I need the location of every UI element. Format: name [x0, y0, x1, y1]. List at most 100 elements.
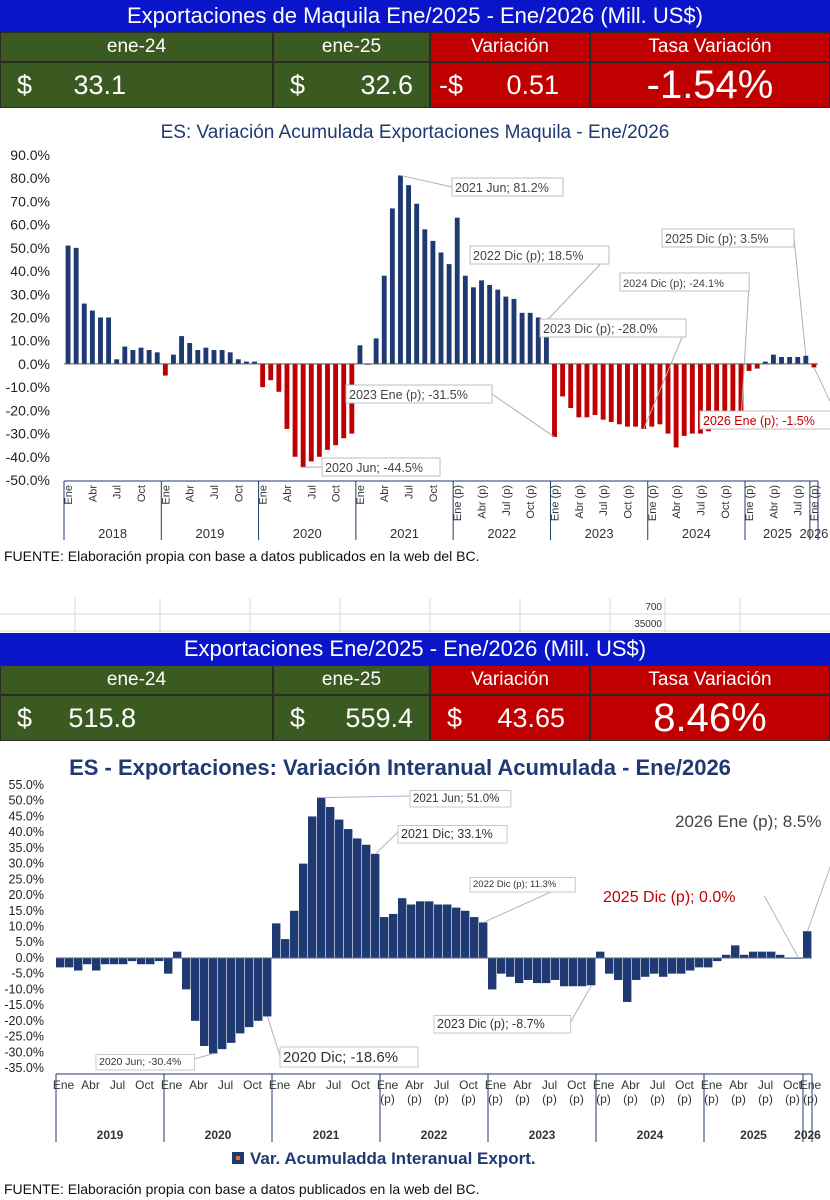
bar	[430, 240, 436, 364]
annotation-leader	[321, 795, 411, 799]
y-tick-label: -50.0%	[6, 472, 50, 488]
year-label: 2022	[487, 526, 516, 541]
bar	[316, 363, 322, 457]
bar	[552, 363, 557, 438]
annotation-leader	[491, 393, 555, 438]
header-ene-24: ene-24	[0, 32, 273, 62]
value-ene-24: $ 33.1	[0, 62, 273, 108]
bar	[114, 359, 120, 364]
legend-swatch-dot	[236, 1156, 240, 1160]
panel1-header-row: ene-24 ene-25 Variación Tasa Variación	[0, 32, 830, 62]
month-tick-label: Abr	[297, 1078, 316, 1092]
bar	[479, 280, 484, 364]
bar	[746, 363, 752, 371]
bar	[795, 356, 801, 364]
bar	[281, 939, 290, 958]
annotation-box	[279, 1046, 419, 1068]
month-tick-label: Abr (p)	[671, 485, 683, 519]
year-label: 2024	[637, 1128, 664, 1142]
month-tick-label: Abr	[189, 1078, 208, 1092]
bar	[389, 913, 398, 958]
month-tick-label: Ene (p)	[647, 485, 659, 521]
bar	[758, 951, 767, 958]
annotation-leader	[643, 327, 687, 430]
month-tick-label: (p)	[569, 1092, 584, 1106]
bar	[128, 957, 137, 962]
year-label: 2024	[682, 526, 711, 541]
month-tick-label: Abr	[87, 485, 99, 502]
value-number: 0.51	[506, 69, 559, 100]
year-label: 2025	[740, 1128, 767, 1142]
month-tick-label: Jul	[218, 1078, 233, 1092]
y-tick-label: 60.0%	[10, 217, 50, 233]
annotation-leader	[546, 254, 610, 322]
bar	[454, 217, 460, 364]
annotation-box	[469, 877, 576, 893]
y-tick-label: 50.0%	[10, 240, 50, 256]
month-tick-label: Jul	[112, 485, 124, 499]
bar	[600, 363, 606, 420]
bar	[380, 917, 389, 958]
annotation-box	[661, 228, 795, 248]
month-tick-label: Abr	[405, 1078, 424, 1092]
year-label: 2019	[97, 1128, 124, 1142]
y-tick-label: -10.0%	[6, 379, 50, 395]
bar	[730, 363, 736, 425]
year-label: 2020	[205, 1128, 232, 1142]
annotation-box	[539, 318, 687, 338]
bar	[524, 957, 533, 980]
value-number: 515.8	[68, 702, 136, 733]
bar	[56, 957, 65, 968]
month-tick-label: Abr	[513, 1078, 532, 1092]
bar	[673, 363, 679, 448]
bar	[587, 957, 596, 986]
data-label: 2023 Ene (p); -31.5%	[349, 388, 468, 402]
y-tick-label: -40.0%	[6, 449, 50, 465]
data-label: 2022 Dic (p); 18.5%	[473, 249, 583, 263]
month-tick-label: Abr (p)	[574, 485, 586, 519]
bar	[551, 957, 560, 980]
annotation-box	[699, 410, 830, 430]
data-label: 2022 Dic (p); 11.3%	[473, 879, 557, 890]
bar	[665, 363, 671, 434]
bar	[389, 208, 395, 364]
bar	[616, 363, 622, 425]
bar	[722, 363, 728, 427]
y-tick-label: 30.0%	[10, 286, 50, 302]
month-tick-label: Oct (p)	[622, 485, 634, 519]
month-tick-label: Ene	[701, 1078, 723, 1092]
bar	[317, 797, 326, 958]
month-tick-label: Oct	[783, 1078, 802, 1092]
annotation-leader	[375, 831, 399, 855]
bar	[414, 203, 420, 364]
bar	[592, 363, 598, 415]
y-tick-label: 20.0%	[9, 888, 44, 902]
header-ene-25: ene-25	[273, 32, 430, 62]
bar	[299, 863, 308, 958]
month-tick-label: Ene	[258, 485, 270, 505]
bar	[406, 185, 412, 364]
annotation-box	[409, 790, 512, 808]
bar	[470, 917, 479, 958]
bar	[519, 312, 525, 364]
month-tick-label: Oct	[428, 485, 440, 502]
bar	[284, 363, 290, 429]
bar	[110, 957, 119, 965]
panel1-value-row: $ 33.1 $ 32.6 -$ 0.51 -1.54%	[0, 62, 830, 108]
year-label: 2021	[313, 1128, 340, 1142]
bar	[211, 350, 217, 364]
y-tick-label: 55.0%	[9, 778, 44, 792]
month-tick-label: (p)	[623, 1092, 638, 1106]
bar	[268, 363, 274, 381]
month-tick-label: Abr	[185, 485, 197, 502]
bar	[686, 957, 695, 971]
value-number: 559.4	[345, 702, 413, 733]
month-tick-label: Abr (p)	[477, 485, 489, 519]
annotation-leader	[194, 1053, 214, 1060]
bar	[357, 345, 363, 364]
bar	[65, 245, 71, 364]
bar	[461, 910, 470, 958]
bar	[749, 951, 758, 958]
y-tick-label: 80.0%	[10, 170, 50, 186]
bar	[497, 957, 506, 974]
